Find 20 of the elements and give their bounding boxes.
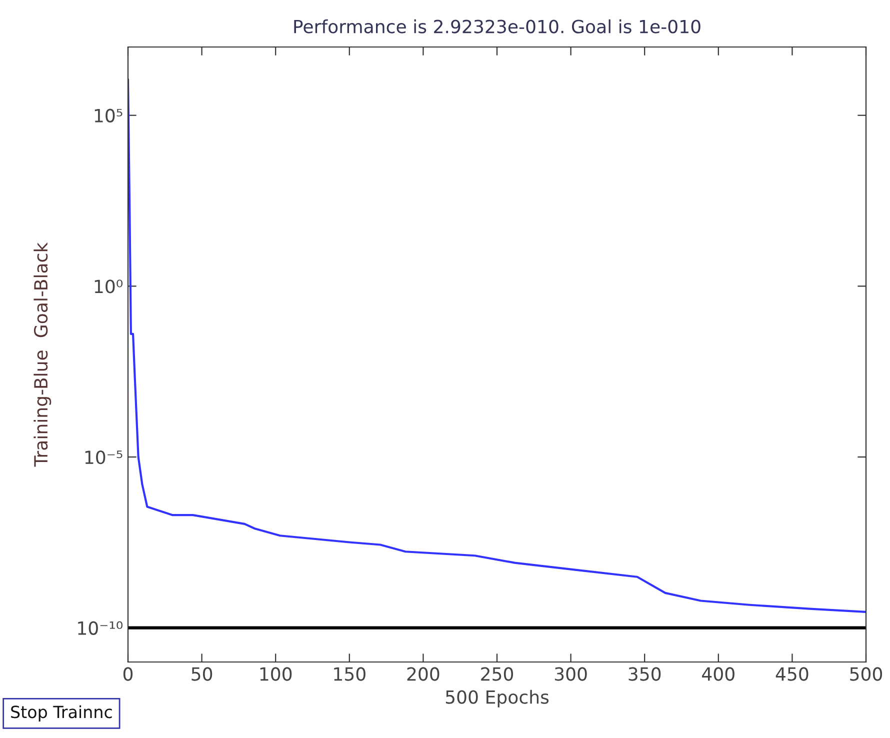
x-tick-label: 100 xyxy=(260,667,292,681)
chart-title: Performance is 2.92323e-010. Goal is 1e-010 xyxy=(294,19,700,34)
x-axis-title: 500 Epochs xyxy=(446,690,549,708)
y-tick-label: 10⁻¹⁰ xyxy=(78,621,123,635)
text: Stop Trainnc xyxy=(11,705,112,722)
y-tick-label: 10⁵ xyxy=(94,108,122,122)
y-tick-label: 10⁰ xyxy=(94,280,123,294)
y-axis-title: Training-Blue Goal-Black xyxy=(34,242,52,467)
line-series xyxy=(128,78,866,613)
x-tick-label: 50 xyxy=(192,667,212,681)
x-tick-label: 400 xyxy=(702,667,734,681)
y-tick-label: 10⁻⁵ xyxy=(85,450,122,464)
x-tick-label: 350 xyxy=(628,667,661,681)
x-tick-label: 0 xyxy=(123,667,133,681)
x-tick-label: 300 xyxy=(554,667,587,681)
x-tick-label: 250 xyxy=(481,667,514,681)
x-tick-label: 500 xyxy=(850,667,882,681)
x-tick-label: 150 xyxy=(334,667,366,681)
x-tick-label: 450 xyxy=(776,667,808,681)
x-tick-label: 200 xyxy=(407,667,440,681)
